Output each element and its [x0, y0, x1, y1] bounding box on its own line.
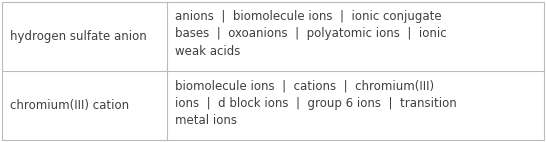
Text: hydrogen sulfate anion: hydrogen sulfate anion: [10, 30, 147, 43]
Text: anions  |  biomolecule ions  |  ionic conjugate
bases  |  oxoanions  |  polyatom: anions | biomolecule ions | ionic conjug…: [175, 10, 447, 58]
Text: chromium(III) cation: chromium(III) cation: [10, 99, 129, 112]
Text: biomolecule ions  |  cations  |  chromium(III)
ions  |  d block ions  |  group 6: biomolecule ions | cations | chromium(II…: [175, 79, 457, 127]
